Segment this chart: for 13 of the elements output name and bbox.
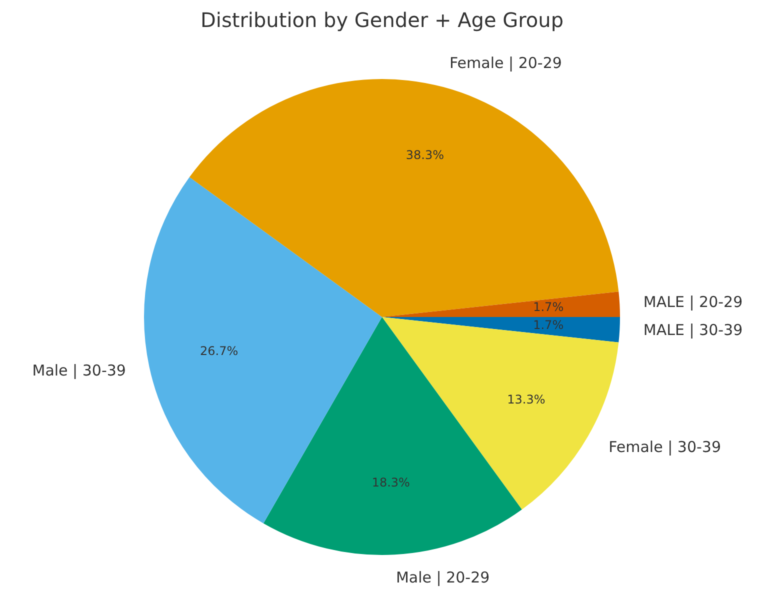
slice-label: Female | 20-29 [449,54,562,72]
data-label: 1.7% [533,318,564,332]
slice-label: Male | 30-39 [32,362,126,380]
data-label: 1.7% [533,300,564,314]
slice-label: MALE | 30-39 [643,320,743,339]
slice-label: MALE | 20-29 [643,292,743,311]
data-label: 38.3% [406,148,444,162]
slice-label: Female | 30-39 [608,438,722,456]
data-label: 13.3% [507,392,546,407]
data-label: 18.3% [372,475,410,490]
data-label: 26.7% [200,344,238,358]
slice-label: Male | 20-29 [396,568,490,586]
chart-title: Distribution by Gender + Age Group [200,8,564,32]
